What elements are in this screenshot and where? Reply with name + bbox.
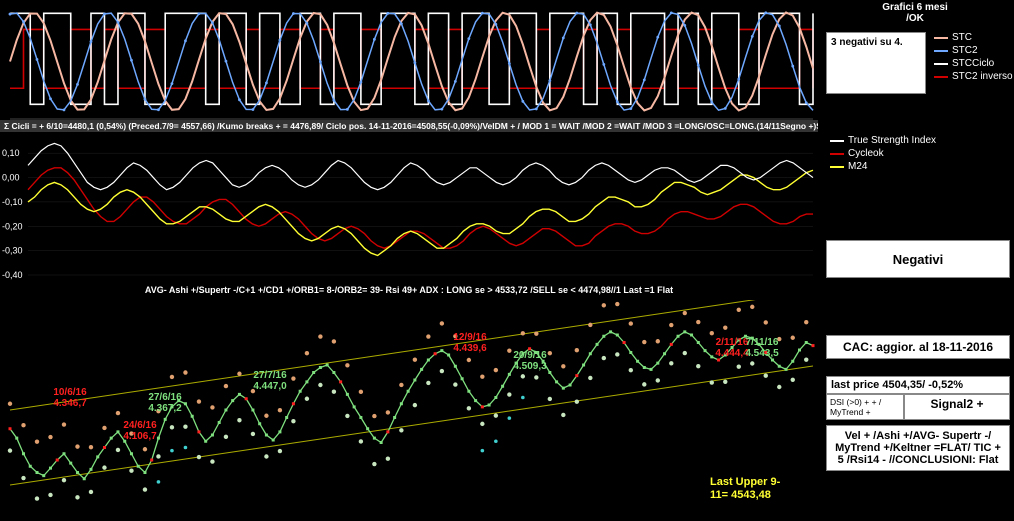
svg-text:24/6/16: 24/6/16: [123, 420, 157, 431]
svg-text:-0,20: -0,20: [2, 221, 23, 231]
legend-label: STCCiclo: [952, 58, 994, 69]
svg-text:4.543,5: 4.543,5: [745, 348, 779, 359]
chart-panel-1: [0, 0, 818, 120]
legend-label: True Strength Index: [848, 135, 936, 146]
status-bar-1: Σ Cicli = + 6/10=4480,1 (0,54%) (Preced.…: [0, 120, 818, 132]
info-title: CAC: aggior. al 18-11-2016: [826, 335, 1010, 359]
svg-text:-0,30: -0,30: [2, 246, 23, 256]
svg-text:4.509,3: 4.509,3: [513, 361, 547, 372]
info-signal: Signal2 +: [904, 394, 1010, 420]
svg-text:10/6/16: 10/6/16: [53, 387, 87, 398]
svg-text:7/11/16: 7/11/16: [746, 337, 779, 348]
info-conclusion: Vel + /Ashi +/AVG- Supertr -/ MyTrend +/…: [826, 425, 1010, 471]
legend-panel-2: True Strength Index Cycleok M24: [830, 135, 936, 174]
legend-swatch: [830, 140, 844, 142]
svg-text:4.447,0: 4.447,0: [253, 381, 287, 392]
info-dsi-signal-row: DSI (>0) + + / MyTrend + Signal2 +: [826, 394, 1010, 420]
svg-text:0,10: 0,10: [2, 148, 20, 158]
legend-item: STCCiclo: [934, 58, 1013, 69]
legend-label: STC2 inverso: [952, 71, 1013, 82]
chart-panel-2: 0,10 0,00 -0,10 -0,20 -0,30 -0,40: [0, 135, 818, 280]
legend-item: STC: [934, 32, 1013, 43]
legend-swatch: [934, 50, 948, 52]
svg-text:-0,10: -0,10: [2, 197, 23, 207]
legend-swatch: [934, 76, 948, 78]
svg-text:4.444,4: 4.444,4: [715, 348, 749, 359]
svg-text:4.439,6: 4.439,6: [453, 343, 487, 354]
legend-item: True Strength Index: [830, 135, 936, 146]
neg-box-top: 3 negativi su 4.: [826, 32, 926, 94]
info-lastprice: last price 4504,35/ -0,52%: [826, 376, 1010, 394]
svg-text:2/11/16: 2/11/16: [716, 337, 749, 348]
chart-panel-3: 10/6/164.346,7 24/6/164.106,7 27/6/164.367…: [0, 300, 818, 521]
legend-item: M24: [830, 161, 936, 172]
svg-text:4.367,2: 4.367,2: [148, 403, 182, 414]
legend-item: STC2: [934, 45, 1013, 56]
svg-text:20/9/16: 20/9/16: [513, 350, 547, 361]
svg-text:12/9/16: 12/9/16: [453, 332, 487, 343]
header-right: Grafici 6 mesi /OK: [820, 2, 1010, 24]
svg-text:27/7/16: 27/7/16: [253, 370, 287, 381]
legend-swatch: [934, 63, 948, 65]
svg-text:Last Upper 9-: Last Upper 9-: [710, 476, 781, 488]
legend-label: Cycleok: [848, 148, 884, 159]
neg-box-mid: Negativi: [826, 240, 1010, 278]
legend-swatch: [830, 153, 844, 155]
svg-text:27/6/16: 27/6/16: [148, 392, 182, 403]
legend-label: M24: [848, 161, 867, 172]
legend-swatch: [934, 37, 948, 39]
legend-swatch: [830, 166, 844, 168]
legend-item: STC2 inverso: [934, 71, 1013, 82]
legend-label: STC: [952, 32, 972, 43]
svg-text:-0,40: -0,40: [2, 270, 23, 280]
status-bar-2: AVG- Ashi +/Supertr -/C+1 +/CD1 +/ORB1= …: [0, 285, 818, 295]
svg-text:4.346,7: 4.346,7: [53, 398, 87, 409]
info-dsi: DSI (>0) + + / MyTrend +: [826, 394, 904, 420]
legend-item: Cycleok: [830, 148, 936, 159]
legend-label: STC2: [952, 45, 978, 56]
legend-panel-1: STC STC2 STCCiclo STC2 inverso: [934, 32, 1013, 84]
svg-text:0,00: 0,00: [2, 173, 20, 183]
svg-text:4.106,7: 4.106,7: [123, 431, 157, 442]
svg-text:11= 4543,48: 11= 4543,48: [710, 489, 771, 501]
